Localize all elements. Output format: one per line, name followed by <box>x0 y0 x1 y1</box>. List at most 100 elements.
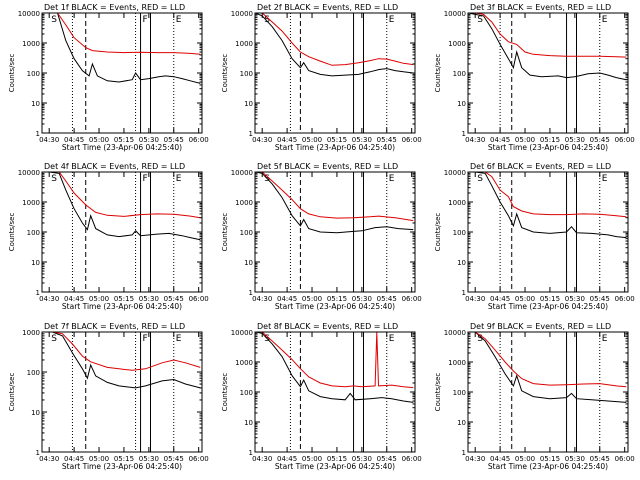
plot-frame <box>41 12 203 134</box>
x-axis-label: Start Time (23-Apr-06 04:25:40) <box>275 462 395 471</box>
x-tick-label: 04:45 <box>64 455 84 463</box>
x-axis-label: Start Time (23-Apr-06 04:25:40) <box>62 302 182 311</box>
x-axis-label: Start Time (23-Apr-06 04:25:40) <box>275 302 395 311</box>
x-tick-label: 04:30 <box>252 136 272 144</box>
y-axis-label: Counts/sec <box>221 54 229 93</box>
marker-label: S <box>51 334 57 344</box>
y-tick-label: 100 <box>240 389 253 397</box>
x-axis-label: Start Time (23-Apr-06 04:25:40) <box>62 462 182 471</box>
x-tick-label: 05:00 <box>302 136 322 144</box>
plot-frame <box>254 12 416 134</box>
marker-label: E <box>176 15 182 25</box>
x-tick-label: 06:00 <box>189 136 209 144</box>
x-tick-label: 05:45 <box>164 295 184 303</box>
panel-title: Det 9f BLACK = Events, RED = LLD <box>470 322 611 331</box>
series-events-line <box>42 12 201 84</box>
y-tick-label: 100 <box>240 229 253 237</box>
panel-det-1: Det 1f BLACK = Events, RED = LLD S F E 1 10 10… <box>8 3 209 152</box>
x-tick-label: 05:00 <box>515 136 535 144</box>
y-tick-label: 100 <box>27 70 40 78</box>
y-tick-label: 10 <box>31 100 40 108</box>
x-tick-label: 04:30 <box>465 455 485 463</box>
plot-frame <box>467 12 629 134</box>
plot-frame <box>254 331 416 453</box>
x-tick-label: 05:15 <box>114 295 134 303</box>
y-tick-label: 1000 <box>448 40 466 48</box>
y-axis-label: Counts/sec <box>221 213 229 252</box>
y-tick-label: 10 <box>457 259 466 267</box>
y-tick-label: 10 <box>457 419 466 427</box>
panel-title: Det 3f BLACK = Events, RED = LLD <box>470 3 611 12</box>
x-tick-label: 06:00 <box>189 295 209 303</box>
x-tick-label: 05:15 <box>114 136 134 144</box>
series-events-line <box>468 171 627 239</box>
series-lld-line <box>468 331 627 388</box>
x-tick-label: 04:30 <box>39 295 59 303</box>
series-lld-line <box>255 331 414 389</box>
y-axis-label: Counts/sec <box>8 373 16 412</box>
y-tick-label: 1000 <box>235 40 253 48</box>
marker-label: E <box>602 15 608 25</box>
series-events-line <box>255 331 414 403</box>
y-tick-label: 1 <box>249 289 253 297</box>
y-axis-label: Counts/sec <box>8 54 16 93</box>
x-tick-label: 06:00 <box>402 295 422 303</box>
x-tick-label: 05:45 <box>590 136 610 144</box>
panel-title: Det 6f BLACK = Events, RED = LLD <box>470 162 611 171</box>
series-events-line <box>255 12 414 77</box>
marker-label: S <box>477 15 483 25</box>
y-axis-label: Counts/sec <box>434 213 442 252</box>
marker-label: E <box>602 334 608 344</box>
x-tick-label: 05:15 <box>327 295 347 303</box>
x-tick-label: 05:15 <box>114 455 134 463</box>
series-events-line <box>468 331 627 403</box>
x-tick-label: 04:45 <box>490 455 510 463</box>
y-tick-label: 10 <box>244 259 253 267</box>
y-tick-label: 10 <box>244 100 253 108</box>
series-lld-line <box>255 12 414 66</box>
marker-label: E <box>176 174 182 184</box>
x-tick-label: 05:00 <box>89 455 109 463</box>
x-tick-label: 05:15 <box>327 455 347 463</box>
x-tick-label: 05:30 <box>352 455 372 463</box>
x-axis-label: Start Time (23-Apr-06 04:25:40) <box>62 143 182 152</box>
x-tick-label: 05:45 <box>164 455 184 463</box>
marker-label: S <box>51 174 57 184</box>
x-axis-label: Start Time (23-Apr-06 04:25:40) <box>488 302 608 311</box>
x-tick-label: 04:45 <box>277 295 297 303</box>
y-tick-label: 1000 <box>235 199 253 207</box>
x-tick-label: 05:30 <box>139 295 159 303</box>
marker-label: S <box>477 334 483 344</box>
x-tick-label: 04:45 <box>277 455 297 463</box>
x-tick-label: 05:45 <box>377 455 397 463</box>
x-tick-label: 05:30 <box>565 295 585 303</box>
plot-frame <box>41 331 203 453</box>
x-tick-label: 05:45 <box>590 455 610 463</box>
y-tick-label: 10 <box>244 419 253 427</box>
y-tick-label: 10000 <box>444 329 466 337</box>
x-tick-label: 04:30 <box>39 136 59 144</box>
series-lld-line <box>468 12 627 58</box>
series-lld-line <box>468 171 627 218</box>
panel-title: Det 8f BLACK = Events, RED = LLD <box>257 322 398 331</box>
x-tick-label: 05:00 <box>89 136 109 144</box>
y-axis-label: Counts/sec <box>434 54 442 93</box>
x-tick-label: 04:45 <box>490 295 510 303</box>
marker-label: E <box>389 174 395 184</box>
series-events-line <box>255 171 414 234</box>
x-tick-label: 05:30 <box>139 136 159 144</box>
x-tick-label: 04:30 <box>39 455 59 463</box>
series-events-line <box>42 171 201 241</box>
y-tick-label: 1 <box>36 289 40 297</box>
y-tick-label: 100 <box>27 229 40 237</box>
marker-label: E <box>176 334 182 344</box>
y-tick-label: 1000 <box>448 199 466 207</box>
panel-title: Det 4f BLACK = Events, RED = LLD <box>44 162 185 171</box>
panel-title: Det 2f BLACK = Events, RED = LLD <box>257 3 398 12</box>
y-tick-label: 100 <box>453 70 466 78</box>
x-tick-label: 05:30 <box>352 136 372 144</box>
panel-det-9: Det 9f BLACK = Events, RED = LLD S E 1 10 100… <box>434 322 635 471</box>
marker-label: S <box>477 174 483 184</box>
y-tick-label: 1000 <box>235 359 253 367</box>
